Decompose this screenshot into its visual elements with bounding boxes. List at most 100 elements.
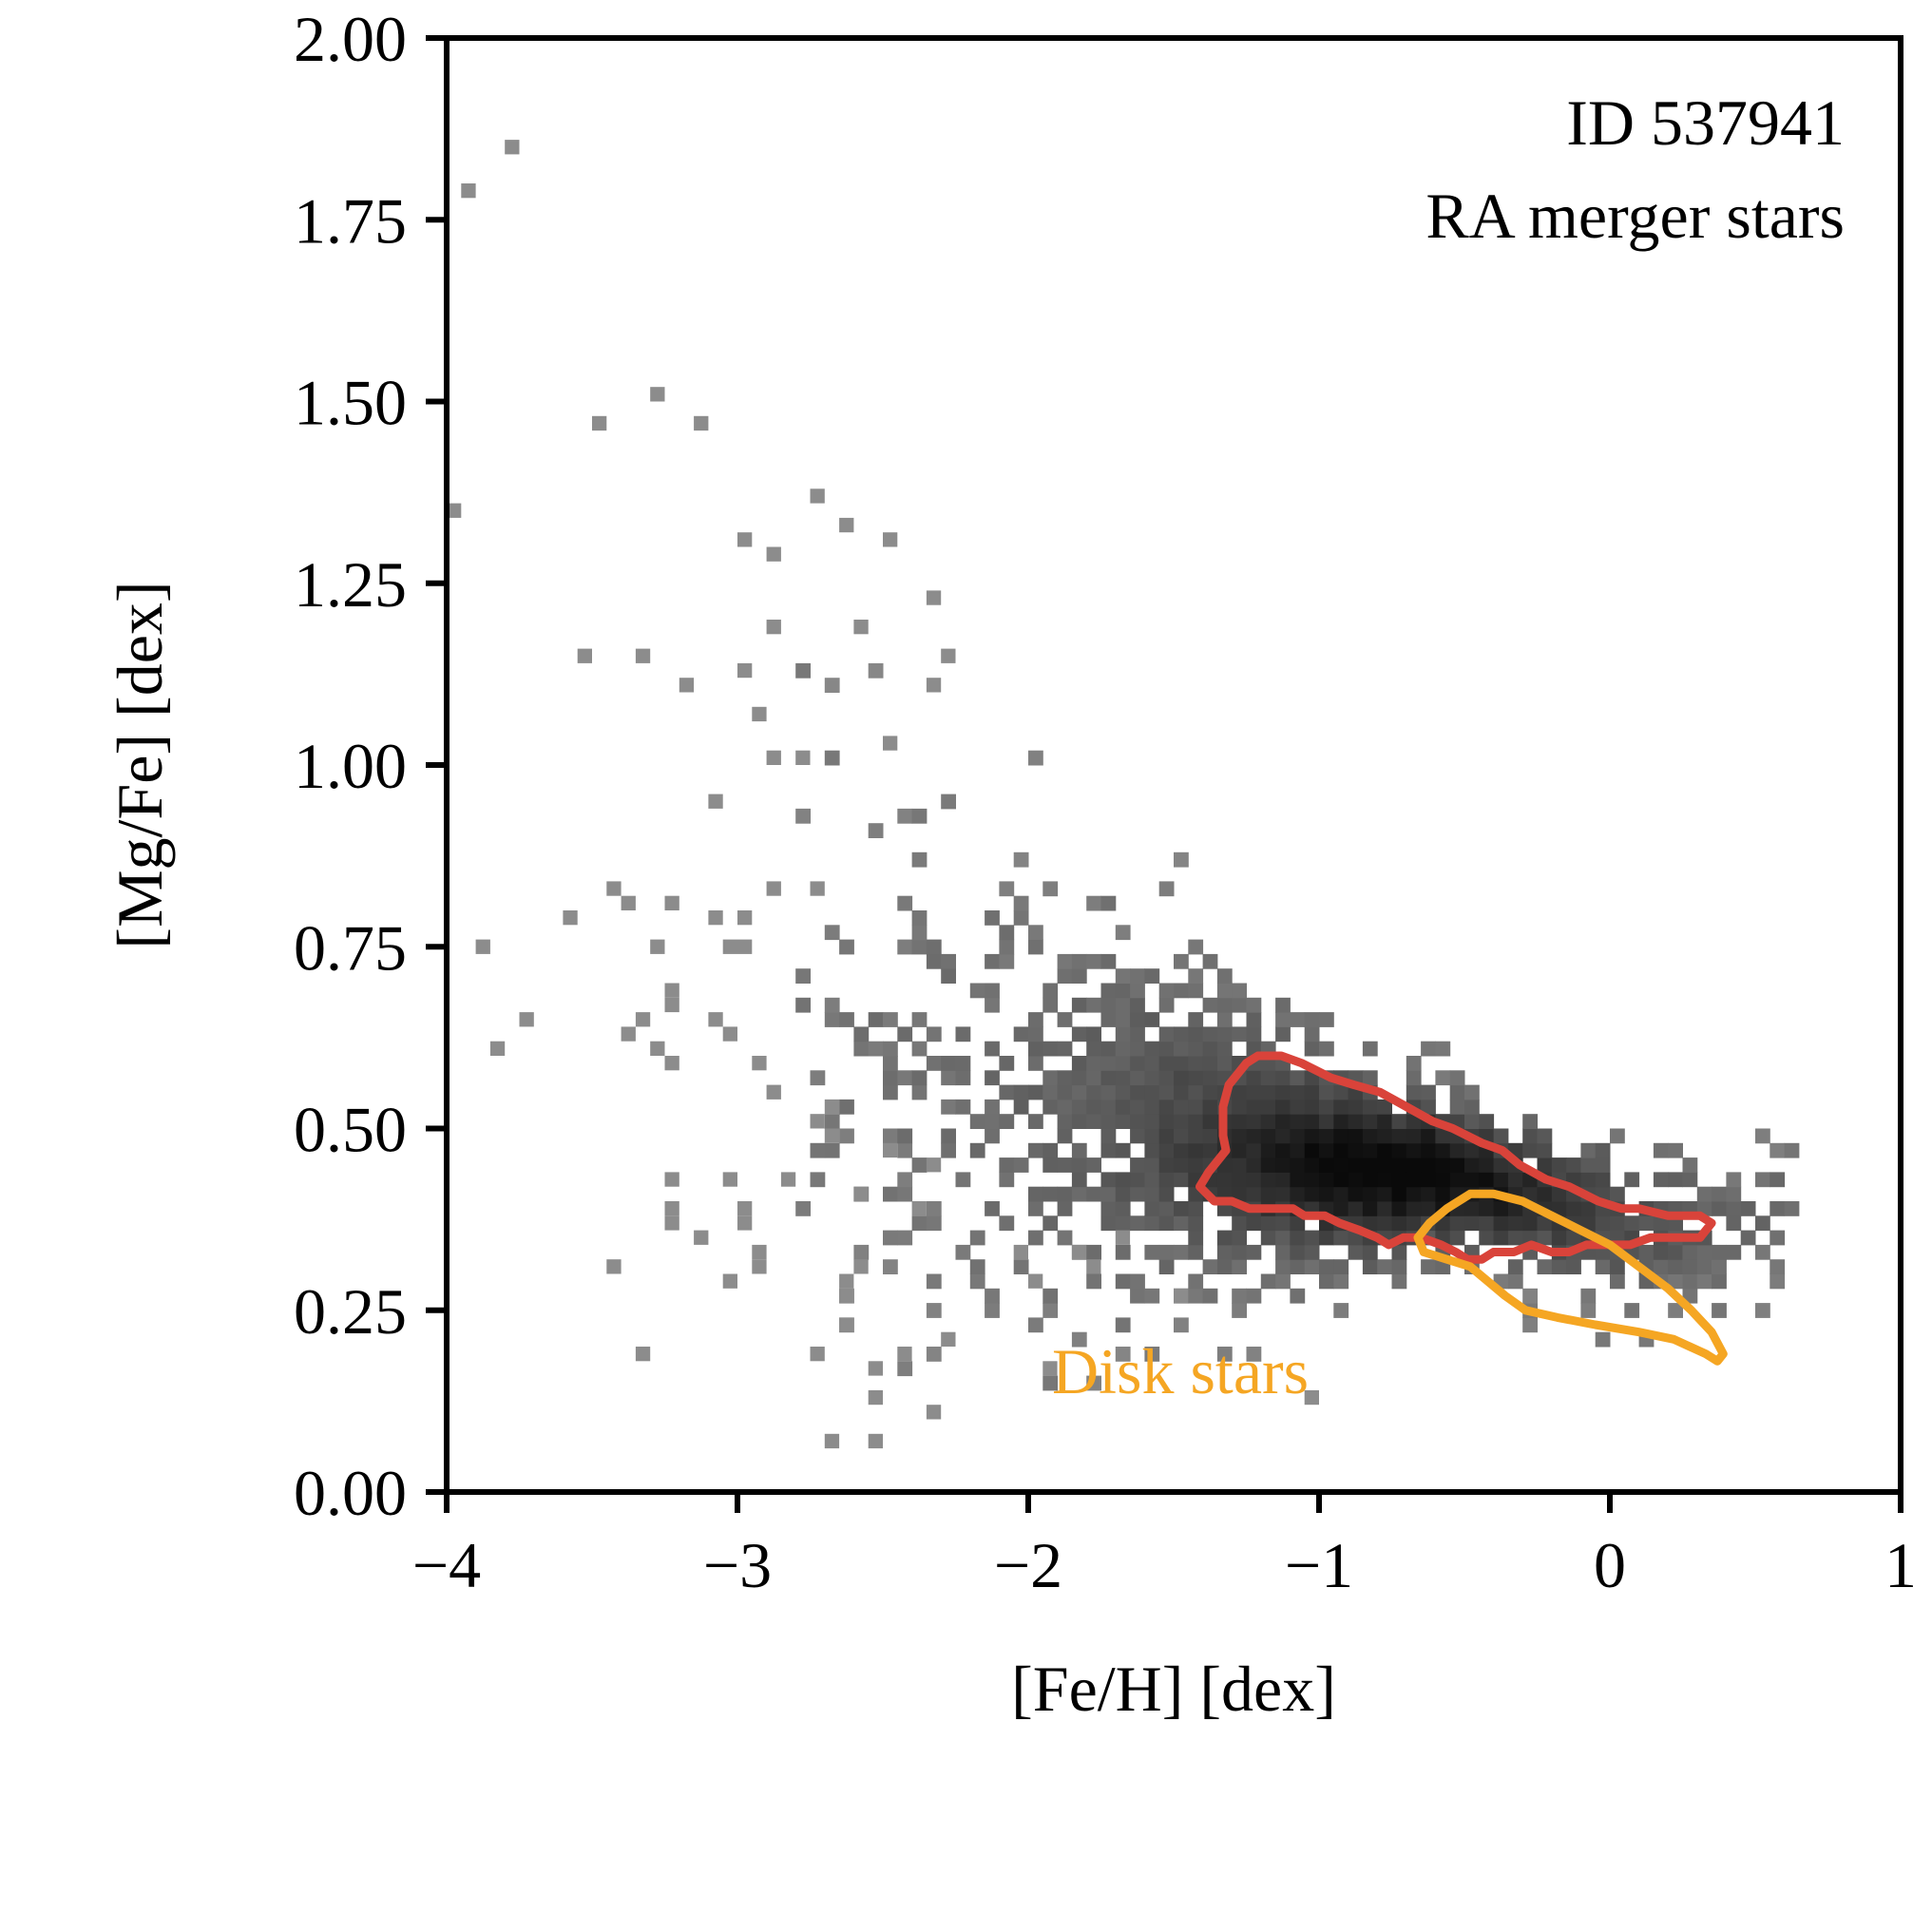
heatmap-cell	[1755, 1215, 1770, 1232]
heatmap-cell	[839, 1128, 854, 1144]
heatmap-cell	[1144, 1288, 1160, 1304]
heatmap-cell	[1057, 968, 1073, 984]
heatmap-cell	[563, 910, 578, 926]
heatmap-cell	[1696, 1186, 1712, 1202]
heatmap-cell	[1275, 1244, 1291, 1260]
heatmap-cell	[868, 1041, 884, 1057]
heatmap-cell	[766, 1084, 781, 1100]
heatmap-cell	[1304, 1172, 1320, 1188]
heatmap-layer	[447, 140, 1800, 1449]
heatmap-cell	[1712, 1244, 1727, 1260]
heatmap-cell	[1362, 1157, 1378, 1173]
heatmap-cell	[621, 895, 636, 910]
heatmap-cell	[897, 1230, 913, 1246]
heatmap-cell	[1464, 1215, 1480, 1232]
heatmap-cell	[1377, 1186, 1392, 1202]
heatmap-cell	[839, 1317, 854, 1332]
heatmap-cell	[883, 1084, 898, 1100]
heatmap-cell	[489, 1041, 506, 1056]
heatmap-cell	[1158, 1056, 1175, 1071]
heatmap-cell	[883, 1056, 898, 1071]
heatmap-cell	[577, 648, 592, 663]
heatmap-cell	[1232, 983, 1247, 999]
heatmap-cell	[1232, 1288, 1247, 1304]
y-tick-label: 2.00	[294, 3, 407, 75]
heatmap-cell	[1188, 1157, 1204, 1173]
heatmap-cell	[1216, 968, 1233, 984]
heatmap-cell	[1246, 1172, 1262, 1188]
heatmap-cell	[1028, 1056, 1043, 1071]
heatmap-cell	[1246, 1128, 1262, 1144]
heatmap-cell	[1043, 1375, 1059, 1391]
heatmap-cell	[883, 1230, 898, 1246]
heatmap-cell	[1726, 1201, 1742, 1216]
heatmap-cell	[1216, 1172, 1233, 1188]
heatmap-cell	[1421, 1201, 1436, 1216]
heatmap-cell	[926, 1405, 942, 1420]
heatmap-cell	[1595, 1142, 1611, 1158]
heatmap-cell	[1668, 1172, 1683, 1188]
heatmap-cell	[1479, 1201, 1495, 1216]
heatmap-cell	[1362, 1041, 1378, 1057]
heatmap-cell	[1260, 1172, 1276, 1188]
heatmap-cell	[883, 1186, 898, 1202]
heatmap-cell	[1377, 1099, 1392, 1115]
y-tick-label: 0.75	[294, 911, 407, 984]
heatmap-cell	[1333, 1084, 1349, 1100]
heatmap-cell	[1130, 1012, 1145, 1027]
heatmap-cell	[955, 1056, 971, 1071]
y-tick-label: 0.50	[294, 1094, 407, 1166]
heatmap-cell	[810, 881, 825, 896]
heatmap-cell	[868, 1012, 884, 1027]
heatmap-cell	[1391, 1215, 1407, 1232]
heatmap-cell	[1232, 1114, 1247, 1129]
heatmap-cell	[1304, 1259, 1320, 1274]
heatmap-cell	[1130, 1273, 1145, 1290]
heatmap-cell	[1174, 953, 1189, 969]
heatmap-cell	[694, 415, 709, 431]
heatmap-cell	[1158, 1142, 1175, 1158]
heatmap-cell	[679, 678, 695, 693]
heatmap-cell	[868, 823, 884, 838]
heatmap-cell	[1158, 881, 1175, 897]
heatmap-cell	[1188, 1070, 1204, 1086]
heatmap-cell	[1275, 1070, 1291, 1086]
heatmap-cell	[1216, 1244, 1233, 1260]
heatmap-cell	[1406, 1142, 1422, 1158]
heatmap-cell	[1479, 1230, 1495, 1246]
heatmap-cell	[926, 1056, 942, 1071]
heatmap-cell	[1013, 910, 1029, 926]
heatmap-cell	[1290, 1099, 1306, 1115]
heatmap-cell	[1100, 1186, 1117, 1202]
heatmap-cell	[1348, 1142, 1364, 1158]
heatmap-cell	[1682, 1288, 1698, 1304]
heatmap-cell	[1290, 1142, 1306, 1158]
heatmap-cell	[1115, 1172, 1131, 1188]
heatmap-cell	[1246, 1114, 1262, 1129]
heatmap-cell	[1333, 1142, 1349, 1158]
heatmap-cell	[824, 1114, 840, 1129]
heatmap-cell	[1377, 1128, 1392, 1144]
heatmap-cell	[1260, 1099, 1276, 1115]
heatmap-cell	[911, 851, 928, 868]
heatmap-cell	[737, 910, 753, 926]
heatmap-cell	[1100, 1114, 1117, 1129]
heatmap-cell	[1391, 1273, 1407, 1290]
heatmap-cell	[737, 1201, 753, 1216]
heatmap-cell	[1507, 1259, 1523, 1274]
heatmap-cell	[926, 1273, 942, 1290]
heatmap-cell	[911, 1041, 928, 1057]
heatmap-cell	[795, 808, 811, 824]
heatmap-cell	[911, 1084, 928, 1100]
heatmap-cell	[1449, 1215, 1465, 1232]
heatmap-cell	[824, 750, 840, 766]
heatmap-cell	[1028, 1201, 1043, 1216]
heatmap-cell	[1319, 1186, 1334, 1202]
heatmap-cell	[868, 1389, 883, 1406]
heatmap-cell	[1421, 1084, 1436, 1100]
heatmap-cell	[1100, 1201, 1117, 1216]
heatmap-cell	[664, 983, 679, 998]
heatmap-cell	[1610, 1273, 1625, 1290]
heatmap-cell	[1769, 1259, 1786, 1274]
heatmap-cell	[1290, 1157, 1306, 1173]
